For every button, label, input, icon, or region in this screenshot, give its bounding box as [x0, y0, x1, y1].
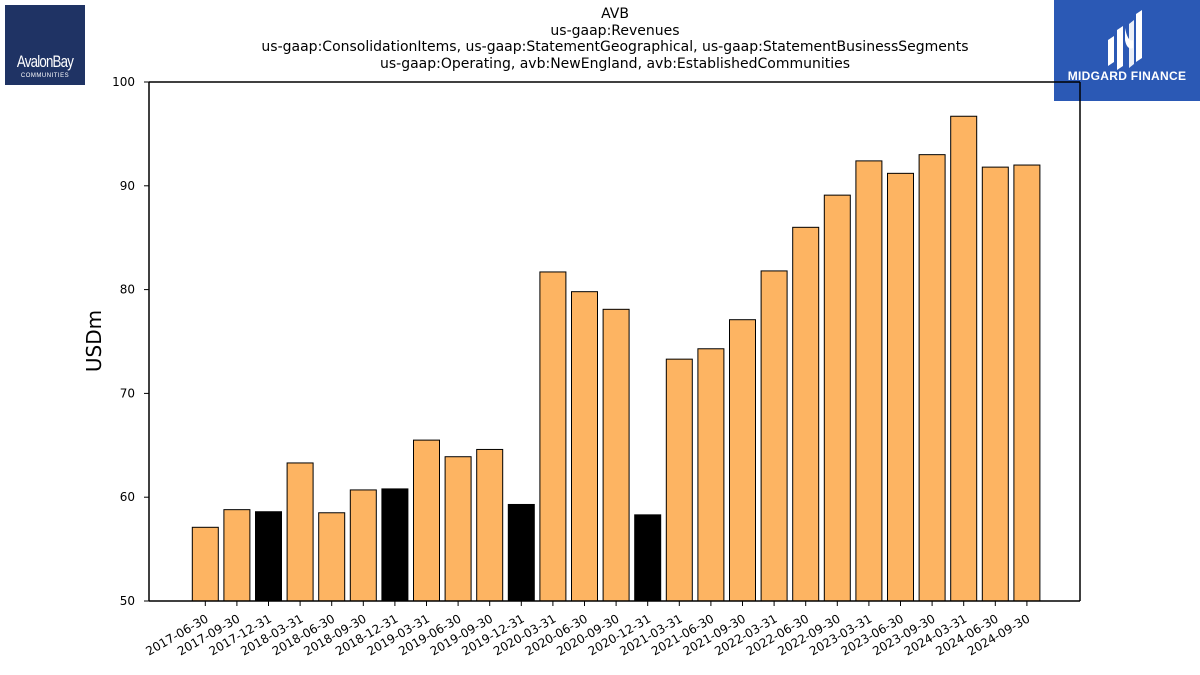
bar — [823, 194, 851, 602]
bar — [729, 319, 756, 602]
bar — [665, 358, 693, 602]
bar — [792, 226, 820, 602]
bar — [444, 456, 472, 602]
y-axis-label: USDm — [82, 310, 106, 372]
bars-layer — [191, 115, 1041, 602]
bar — [571, 291, 598, 602]
bar — [981, 166, 1009, 602]
chart-title-line: us-gaap:Operating, avb:NewEngland, avb:E… — [379, 55, 851, 72]
midgard-logo-text: MIDGARD FINANCE — [1067, 69, 1187, 83]
y-tick-label: 100 — [112, 75, 135, 89]
bar — [318, 512, 346, 602]
bar — [413, 439, 440, 602]
bar — [255, 511, 282, 602]
avalonbay-logo: AvalonBay COMMUNITIES — [5, 5, 85, 85]
y-tick-label: 70 — [120, 386, 135, 400]
bar — [634, 514, 662, 602]
bar — [381, 488, 409, 602]
bar — [855, 160, 883, 602]
chart-title-line: AVB — [601, 6, 629, 22]
bar — [1013, 164, 1041, 602]
bar — [286, 462, 314, 602]
bar — [191, 526, 219, 602]
avalonbay-logo-text: AvalonBay — [16, 52, 74, 71]
chart-title: AVB us-gaap:Revenues us-gaap:Consolidati… — [0, 6, 1200, 72]
bar — [223, 509, 251, 602]
midgard-logo-icon — [1108, 10, 1142, 70]
bar — [602, 308, 630, 602]
bar — [950, 115, 978, 602]
bar — [349, 489, 377, 602]
midgard-finance-logo: MIDGARD FINANCE — [1054, 0, 1200, 101]
bar — [539, 271, 567, 602]
chart-title-line: us-gaap:ConsolidationItems, us-gaap:Stat… — [261, 39, 969, 55]
bar — [887, 172, 914, 602]
y-tick-label: 60 — [120, 490, 135, 504]
bar — [507, 503, 535, 602]
bar — [697, 348, 725, 602]
bar — [918, 154, 946, 602]
y-tick-label: 90 — [120, 179, 135, 193]
bar — [476, 448, 504, 602]
y-tick-label: 80 — [120, 283, 135, 297]
chart-title-line: us-gaap:Revenues — [550, 22, 680, 39]
bar — [760, 270, 788, 602]
y-tick-label: 50 — [120, 594, 135, 608]
avalonbay-logo-subtext: COMMUNITIES — [20, 73, 70, 79]
